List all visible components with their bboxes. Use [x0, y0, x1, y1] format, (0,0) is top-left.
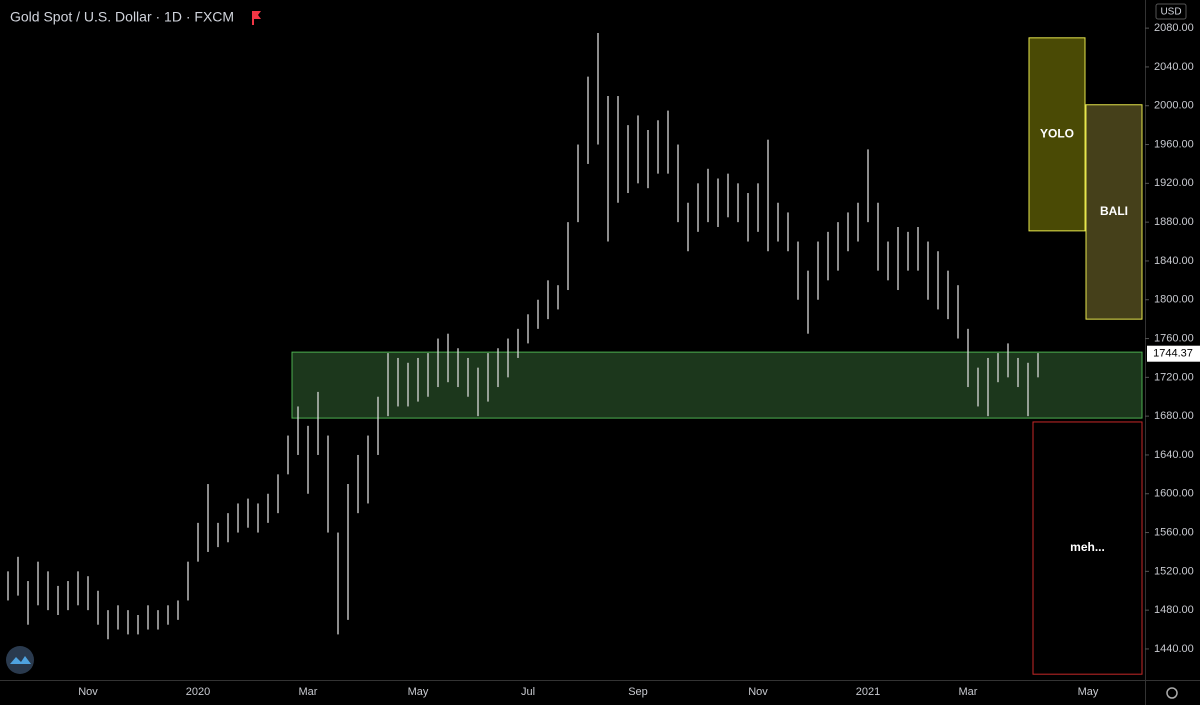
y-tick-label: 1720.00: [1154, 371, 1194, 383]
x-tick-label: May: [408, 686, 429, 698]
last-price-label: 1744.37: [1153, 348, 1193, 360]
zone: [291, 351, 1143, 419]
zone-label: BALI: [1100, 204, 1128, 218]
zone: [1028, 37, 1086, 232]
x-tick-label: Nov: [78, 686, 98, 698]
y-tick-label: 1480.00: [1154, 604, 1194, 616]
price-bars: [7, 32, 1039, 640]
x-tick-label: May: [1078, 686, 1099, 698]
y-tick-label: 1440.00: [1154, 643, 1194, 655]
zone: [1085, 104, 1143, 320]
x-tick-label: Mar: [959, 686, 978, 698]
y-tick-label: 1680.00: [1154, 410, 1194, 422]
x-tick-label: 2020: [186, 686, 210, 698]
settings-icon[interactable]: [1166, 687, 1178, 699]
y-tick-label: 1800.00: [1154, 294, 1194, 306]
flag-icon: [252, 11, 261, 25]
y-tick-label: 1520.00: [1154, 565, 1194, 577]
axes: 1440.00 1480.00 1520.00 1560.00 1600.00 1640.…: [78, 22, 1200, 698]
y-tick-label: 1560.00: [1154, 526, 1194, 538]
y-tick-label: 1760.00: [1154, 332, 1194, 344]
chart-title: Gold Spot / U.S. Dollar · 1D · FXCM: [10, 9, 234, 25]
x-tick-label: Jul: [521, 686, 535, 698]
zone: [1032, 421, 1143, 675]
y-tick-label: 2040.00: [1154, 61, 1194, 73]
last-price-box: [1147, 345, 1200, 362]
currency-label: USD: [1160, 7, 1181, 18]
logo[interactable]: [6, 646, 34, 674]
y-tick-label: 1640.00: [1154, 449, 1194, 461]
y-tick-label: 1840.00: [1154, 255, 1194, 267]
zone-label: meh...: [1070, 540, 1105, 554]
currency-box: [1155, 3, 1187, 20]
y-tick-label: 1920.00: [1154, 177, 1194, 189]
y-tick-label: 1600.00: [1154, 488, 1194, 500]
zones: [291, 37, 1143, 675]
x-tick-label: Mar: [299, 686, 318, 698]
x-tick-label: Nov: [748, 686, 768, 698]
logo-mark: [10, 656, 31, 664]
y-tick-label: 2000.00: [1154, 100, 1194, 112]
zone-label: YOLO: [1040, 127, 1074, 141]
y-tick-label: 1960.00: [1154, 138, 1194, 150]
x-tick-label: Sep: [628, 686, 648, 698]
y-tick-label: 2080.00: [1154, 22, 1194, 34]
x-tick-label: 2021: [856, 686, 880, 698]
annotations: YOLO BALI meh...: [1040, 127, 1128, 555]
y-tick-label: 1880.00: [1154, 216, 1194, 228]
